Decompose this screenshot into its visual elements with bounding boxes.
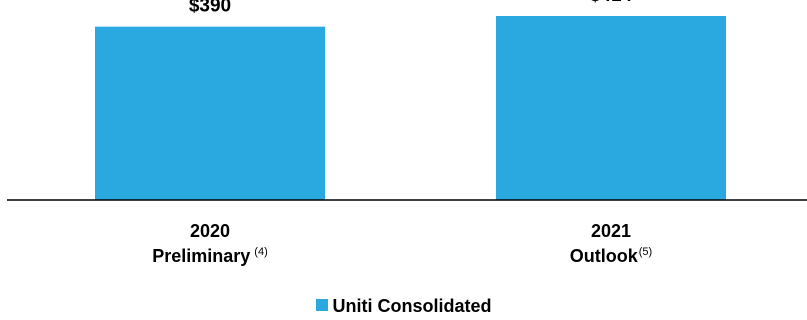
footnote-ref-0: (4) xyxy=(254,246,267,258)
category-labels-group: 2020 Preliminary (4) 2021 Outlook(5) xyxy=(152,221,652,266)
data-label-1: $414 xyxy=(590,0,633,6)
category-label-line2-0: Preliminary (4) xyxy=(152,246,268,266)
category-label-line2-1: Outlook(5) xyxy=(570,246,652,266)
data-label-0: $390 xyxy=(189,0,231,17)
legend-label: Uniti Consolidated xyxy=(332,296,492,316)
category-label-line1-0: 2020 xyxy=(190,221,230,241)
bars-group xyxy=(95,16,726,200)
bar-0 xyxy=(95,26,325,200)
category-label-line1-1: 2021 xyxy=(591,221,631,241)
bar-1 xyxy=(496,16,726,200)
category-label-text-0: Preliminary xyxy=(152,246,250,266)
legend-swatch xyxy=(315,299,328,311)
category-label-text-1: Outlook xyxy=(570,246,639,266)
legend: Uniti Consolidated xyxy=(0,296,807,316)
data-labels-group: $390 $414 xyxy=(189,0,633,17)
footnote-ref-1: (5) xyxy=(639,246,652,258)
